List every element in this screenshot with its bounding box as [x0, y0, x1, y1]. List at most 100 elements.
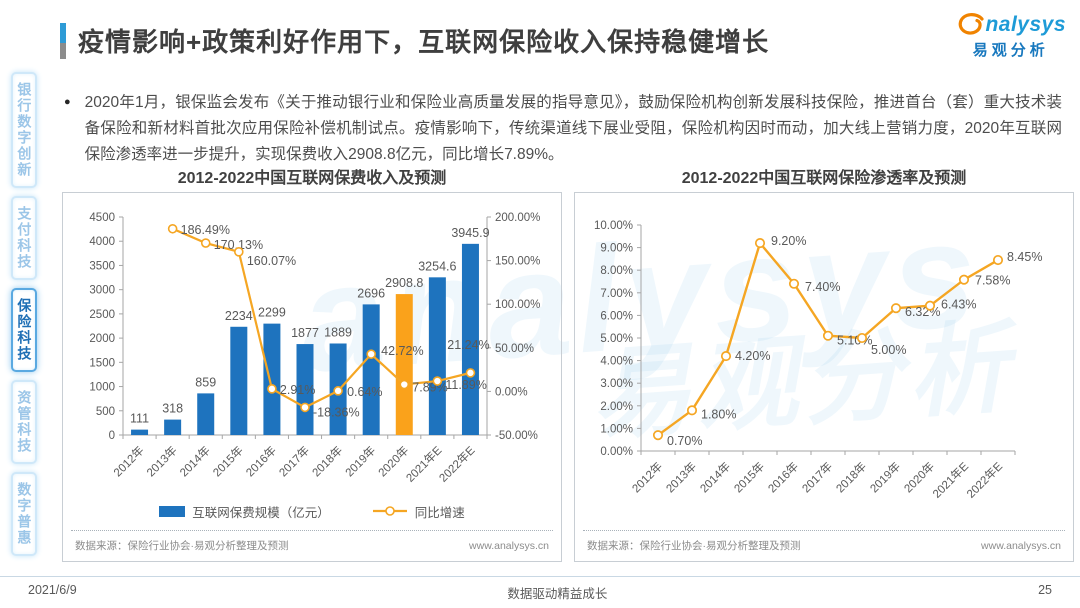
svg-text:9.00%: 9.00% — [600, 243, 633, 255]
svg-text:2016年: 2016年 — [243, 443, 279, 479]
svg-text:7.40%: 7.40% — [805, 280, 840, 294]
dotted-divider — [71, 530, 553, 531]
svg-text:7.89%: 7.89% — [412, 381, 447, 395]
summary-paragraph: ● 2020年1月，银保监会发布《关于推动银行业和保险业高质量发展的指导意见》，… — [64, 90, 1062, 168]
dotted-divider — [583, 530, 1065, 531]
svg-text:21.24%: 21.24% — [447, 338, 489, 352]
svg-text:10.00%: 10.00% — [594, 220, 633, 232]
svg-text:2013年: 2013年 — [663, 459, 699, 495]
footer-date: 2021/6/9 — [28, 583, 77, 597]
svg-text:4.20%: 4.20% — [735, 349, 770, 363]
svg-text:2019年: 2019年 — [867, 459, 903, 495]
svg-text:8.45%: 8.45% — [1007, 250, 1042, 264]
svg-text:500: 500 — [96, 406, 115, 418]
sidebar-item-payment-tech[interactable]: 支付科技 — [10, 196, 38, 280]
svg-text:50.00%: 50.00% — [495, 343, 534, 355]
svg-text:11.89%: 11.89% — [445, 378, 486, 392]
svg-text:200.00%: 200.00% — [495, 212, 540, 224]
svg-text:150.00%: 150.00% — [495, 256, 540, 268]
svg-text:2019年: 2019年 — [342, 443, 378, 479]
legend-item-premium-scale: 互联网保费规模（亿元） — [159, 502, 330, 521]
svg-text:2017年: 2017年 — [276, 443, 312, 479]
premium-income-legend: 互联网保费规模（亿元） 同比增速 — [69, 499, 555, 523]
svg-text:2500: 2500 — [89, 309, 115, 321]
footer-slogan: 数据驱动精益成长 — [507, 587, 608, 601]
svg-text:1.80%: 1.80% — [701, 407, 736, 421]
svg-text:6.32%: 6.32% — [905, 305, 940, 319]
data-source-note: 数据来源：保险行业协会·易观分析整理及预测 — [75, 540, 289, 552]
website-link[interactable]: www.analysys.cn — [469, 539, 549, 552]
svg-text:2012年: 2012年 — [111, 443, 147, 479]
section-sidebar: 银行数字创新 支付科技 保险科技 资管科技 数字普惠 — [6, 72, 42, 556]
legend-label-premium-scale: 互联网保费规模（亿元） — [192, 505, 330, 520]
sidebar-item-digital-inclusion[interactable]: 数字普惠 — [10, 472, 38, 556]
svg-text:2022年E: 2022年E — [436, 443, 478, 485]
penetration-chart-box: 0.00% 1.00% 2.00% 3.00% 4.00% 5.00% 6.00% 7.00%… — [574, 192, 1074, 562]
svg-text:111: 111 — [130, 412, 149, 426]
svg-text:-50.00%: -50.00% — [495, 430, 538, 442]
premium-income-combo-chart: 0 500 1000 1500 2000 2500 3000 3500 4000 4500 -50.… — [89, 212, 540, 485]
svg-text:2016年: 2016年 — [765, 459, 801, 495]
svg-text:2013年: 2013年 — [144, 443, 180, 479]
svg-text:2908.8: 2908.8 — [385, 276, 423, 290]
line-series-swatch-icon — [372, 506, 407, 516]
svg-text:2022年E: 2022年E — [964, 459, 1006, 501]
svg-text:5.00%: 5.00% — [600, 333, 633, 345]
svg-text:2015年: 2015年 — [731, 459, 767, 495]
analysys-logo-mark-icon — [959, 13, 985, 35]
svg-text:859: 859 — [195, 375, 216, 389]
svg-text:3945.9: 3945.9 — [451, 226, 489, 240]
svg-text:2018年: 2018年 — [309, 443, 345, 479]
title-accent-bar — [60, 22, 66, 59]
svg-text:160.07%: 160.07% — [247, 254, 296, 268]
header: 疫情影响+政策利好作用下，互联网保险收入保持稳健增长 — [60, 22, 769, 59]
svg-text:7.58%: 7.58% — [975, 274, 1010, 288]
svg-text:5.00%: 5.00% — [871, 343, 906, 357]
svg-text:2014年: 2014年 — [177, 443, 213, 479]
penetration-line-chart: 0.00% 1.00% 2.00% 3.00% 4.00% 5.00% 6.00% 7.00%… — [594, 220, 1042, 501]
svg-text:7.00%: 7.00% — [600, 288, 633, 300]
svg-text:100.00%: 100.00% — [495, 299, 540, 311]
svg-text:2299: 2299 — [258, 306, 286, 320]
sidebar-item-banking-digital-innovation[interactable]: 银行数字创新 — [10, 72, 38, 188]
svg-text:2015年: 2015年 — [210, 443, 246, 479]
charts-region: 2012-2022中国互联网保费收入及预测 0 500 1000 1500 2000 25… — [62, 168, 1074, 562]
svg-text:3254.6: 3254.6 — [418, 259, 456, 273]
svg-text:3.00%: 3.00% — [600, 378, 633, 390]
svg-text:8.00%: 8.00% — [600, 265, 633, 277]
svg-text:318: 318 — [162, 402, 183, 416]
premium-income-chart-title: 2012-2022中国互联网保费收入及预测 — [177, 170, 447, 187]
penetration-chart-title: 2012-2022中国互联网保险渗透率及预测 — [681, 170, 967, 187]
svg-text:42.72%: 42.72% — [381, 344, 423, 358]
logo-latin-text: nalysys — [985, 13, 1066, 36]
sidebar-item-insurance-tech[interactable]: 保险科技 — [10, 288, 38, 372]
sidebar-item-asset-mgmt-tech[interactable]: 资管科技 — [10, 380, 38, 464]
penetration-panel: 2012-2022中国互联网保险渗透率及预测 0.00% 1.00% 2.00% 3.… — [574, 168, 1074, 562]
svg-text:2018年: 2018年 — [833, 459, 869, 495]
svg-text:1877: 1877 — [291, 326, 319, 340]
svg-text:0: 0 — [109, 430, 115, 442]
logo-cn-text: 易观分析 — [972, 42, 1049, 59]
svg-text:4.00%: 4.00% — [600, 356, 633, 368]
penetration-box-footer: 数据来源：保险行业协会·易观分析整理及预测 www.analysys.cn — [581, 530, 1067, 561]
svg-text:186.49%: 186.49% — [181, 223, 230, 237]
svg-text:1000: 1000 — [89, 382, 115, 394]
svg-text:2.91%: 2.91% — [280, 383, 315, 397]
page-footer: 2021/6/9 数据驱动精益成长 25 — [0, 576, 1080, 602]
svg-text:1500: 1500 — [89, 357, 115, 369]
svg-text:2012年: 2012年 — [629, 459, 665, 495]
website-link[interactable]: www.analysys.cn — [981, 539, 1061, 552]
premium-income-chart-box: 0 500 1000 1500 2000 2500 3000 3500 4000 4500 -50.… — [62, 192, 562, 562]
svg-text:2234: 2234 — [225, 309, 253, 323]
svg-text:2696: 2696 — [357, 286, 385, 300]
svg-text:170.13%: 170.13% — [214, 238, 263, 252]
bullet-icon: ● — [64, 96, 71, 108]
premium-income-box-footer: 数据来源：保险行业协会·易观分析整理及预测 www.analysys.cn — [69, 530, 555, 561]
legend-label-growth-rate: 同比增速 — [414, 505, 465, 520]
svg-text:2020年: 2020年 — [901, 459, 937, 495]
svg-text:2017年: 2017年 — [799, 459, 835, 495]
legend-item-growth-rate: 同比增速 — [372, 502, 465, 521]
svg-text:-18.36%: -18.36% — [313, 405, 360, 419]
svg-text:1889: 1889 — [324, 325, 352, 339]
bar-series-swatch-icon — [159, 505, 186, 517]
